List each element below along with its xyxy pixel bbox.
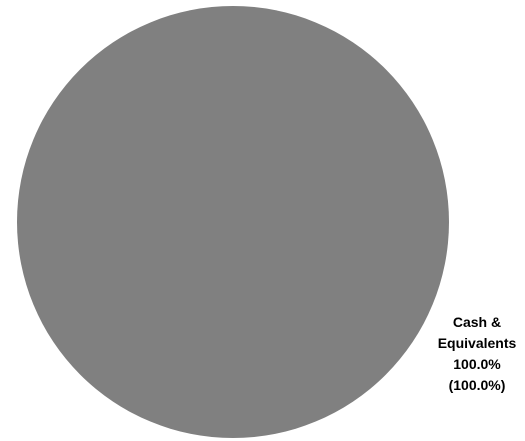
slice-label-line-1: Cash & xyxy=(452,314,502,330)
pie-slice-cash-equivalents xyxy=(17,6,449,438)
slice-percent: 100.0% xyxy=(453,356,501,372)
pie-slices xyxy=(17,6,449,438)
slice-secondary-percent: (100.0%) xyxy=(448,377,506,393)
slice-label-cash-equivalents: Cash & Equivalents 100.0% (100.0%) xyxy=(432,312,522,396)
slice-label-line-2: Equivalents xyxy=(437,335,517,351)
